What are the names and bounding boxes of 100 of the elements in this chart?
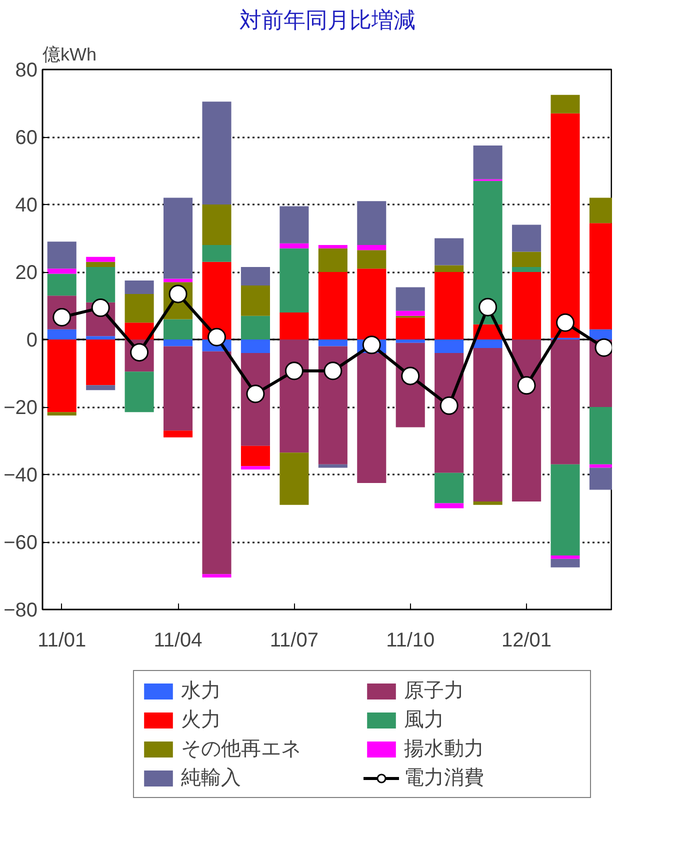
bar bbox=[473, 348, 502, 502]
bar bbox=[357, 250, 386, 269]
bar bbox=[473, 502, 502, 505]
bar bbox=[280, 243, 309, 248]
point bbox=[246, 384, 265, 404]
bar bbox=[434, 265, 464, 272]
bar bbox=[47, 412, 76, 416]
bar bbox=[202, 245, 232, 262]
point bbox=[284, 362, 304, 380]
bar bbox=[86, 340, 116, 386]
bar bbox=[47, 329, 76, 340]
bar bbox=[240, 266, 270, 286]
bar bbox=[164, 340, 193, 346]
bar bbox=[86, 262, 116, 267]
bar bbox=[357, 245, 386, 250]
bar bbox=[318, 340, 348, 346]
chart-title: 対前年同月比増減 bbox=[240, 8, 416, 32]
bar bbox=[318, 272, 348, 340]
y-tick-label: 40 bbox=[15, 194, 38, 216]
point bbox=[517, 376, 536, 395]
point bbox=[324, 362, 342, 380]
bar bbox=[512, 266, 542, 272]
bar bbox=[124, 294, 154, 323]
bar bbox=[473, 180, 502, 324]
bar bbox=[124, 372, 154, 412]
bar bbox=[473, 145, 502, 180]
bar bbox=[512, 252, 542, 267]
bar bbox=[396, 310, 425, 316]
legend-label: その他再エネ bbox=[181, 737, 302, 762]
bar bbox=[550, 94, 580, 114]
point bbox=[208, 328, 226, 346]
bar bbox=[357, 201, 386, 245]
bar bbox=[86, 385, 116, 390]
x-tick-label: 11/10 bbox=[386, 630, 435, 652]
legend-label: 純輸入 bbox=[181, 766, 242, 791]
bar bbox=[550, 464, 580, 556]
bar bbox=[47, 274, 76, 296]
bar bbox=[47, 242, 76, 269]
point bbox=[594, 338, 612, 357]
bar bbox=[434, 340, 464, 353]
legend-label: 揚水動力 bbox=[404, 737, 485, 762]
bar bbox=[473, 340, 502, 348]
bar bbox=[512, 272, 542, 340]
bar bbox=[164, 430, 193, 438]
point bbox=[401, 366, 420, 386]
bar bbox=[357, 353, 386, 483]
y-tick-label: 20 bbox=[15, 262, 38, 284]
bar bbox=[164, 198, 193, 279]
bar bbox=[164, 319, 193, 340]
bar bbox=[240, 340, 270, 353]
bar bbox=[434, 238, 464, 266]
bar bbox=[318, 464, 348, 468]
y-tick-label: −80 bbox=[4, 600, 38, 622]
bar bbox=[396, 340, 425, 343]
legend-label: 水力 bbox=[181, 679, 222, 704]
y-tick-label: 0 bbox=[26, 330, 38, 352]
bar bbox=[318, 346, 348, 464]
bar bbox=[318, 245, 348, 248]
bar bbox=[550, 340, 580, 464]
bar bbox=[202, 351, 232, 574]
bar bbox=[240, 316, 270, 340]
legend-label: 原子力 bbox=[404, 679, 465, 704]
bar bbox=[202, 574, 232, 578]
y-tick-label: −40 bbox=[4, 464, 38, 486]
bar bbox=[434, 503, 464, 508]
bar bbox=[86, 336, 116, 340]
bar bbox=[240, 446, 270, 466]
legend-label: 火力 bbox=[181, 708, 222, 733]
bar bbox=[357, 268, 386, 340]
bar bbox=[550, 558, 580, 568]
bar bbox=[202, 204, 232, 245]
x-tick-label: 11/01 bbox=[38, 630, 86, 652]
bar bbox=[240, 286, 270, 316]
x-tick-label: 11/04 bbox=[154, 630, 202, 652]
bar bbox=[240, 466, 270, 470]
bar bbox=[280, 248, 309, 312]
bar bbox=[550, 556, 580, 559]
legend-label: 風力 bbox=[404, 708, 445, 733]
bar bbox=[47, 268, 76, 274]
bar bbox=[124, 322, 154, 340]
point bbox=[362, 336, 381, 354]
y-tick-label: −60 bbox=[4, 532, 38, 554]
bar bbox=[280, 340, 309, 453]
point bbox=[556, 313, 575, 332]
bar bbox=[434, 272, 464, 340]
point bbox=[478, 298, 498, 316]
bar bbox=[396, 287, 425, 311]
y-tick-label: 80 bbox=[15, 60, 38, 82]
bar bbox=[280, 312, 309, 340]
bar bbox=[280, 452, 309, 505]
bar bbox=[550, 113, 580, 338]
bar bbox=[47, 340, 76, 412]
y-tick-label: −20 bbox=[4, 397, 38, 419]
y-tick-label: 60 bbox=[15, 127, 38, 149]
bar bbox=[164, 346, 193, 431]
bar bbox=[318, 248, 348, 272]
y-axis-title: 億kWh bbox=[42, 44, 96, 64]
bar bbox=[512, 224, 542, 252]
legend-label: 電力消費 bbox=[404, 766, 485, 791]
bar bbox=[280, 206, 309, 244]
